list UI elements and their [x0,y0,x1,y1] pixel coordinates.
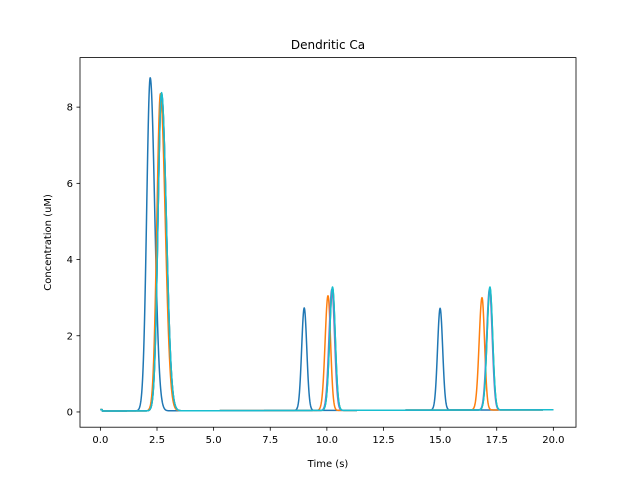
x-tick-label: 2.5 [149,435,165,446]
x-tick-label: 20.0 [542,435,564,446]
y-tick-label: 2 [67,331,73,342]
x-tick-label: 10.0 [316,435,338,446]
series-line-5 [99,91,554,412]
x-tick-label: 12.5 [372,435,394,446]
plot-frame [79,57,577,428]
x-tick-label: 0.0 [92,435,108,446]
x-tick-label: 17.5 [486,435,508,446]
y-tick-label: 4 [67,255,73,266]
y-tick-label: 0 [67,407,73,418]
y-tick-label: 8 [67,103,73,114]
x-tick-label: 5.0 [206,435,222,446]
x-tick-label: 7.5 [262,435,278,446]
y-tick-label: 6 [67,179,73,190]
tick-layer: 0.0 2.5 5.0 7.5 10.0 12.5 15.0 17.5 20.0 0 2 4 6 8 [67,103,565,447]
series-layer [99,77,554,412]
y-axis-label: Concentration (uM) [43,194,54,291]
x-axis-label: Time (s) [307,459,349,470]
chart-title: Dendritic Ca [291,38,365,52]
x-tick-label: 15.0 [429,435,451,446]
series-line-2 [99,93,554,412]
